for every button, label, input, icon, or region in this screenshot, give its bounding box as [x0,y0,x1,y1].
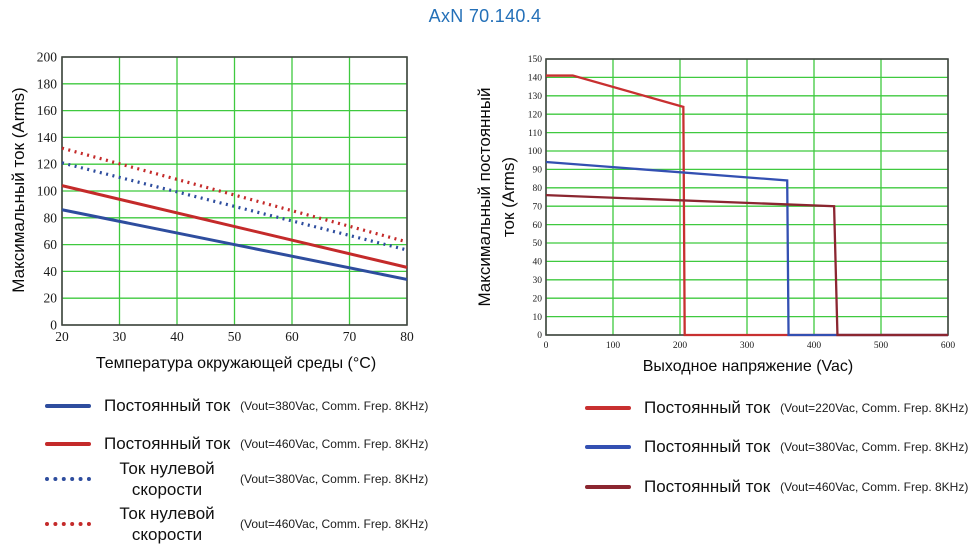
series-line [61,161,408,252]
y-axis-tick-label: 100 [528,147,543,157]
legend-detail: (Vout=380Vac, Comm. Frep. 8KHz) [240,399,429,413]
y-axis-tick-label: 0 [50,318,57,333]
legend-detail: (Vout=380Vac, Comm. Frep. 8KHz) [780,440,969,454]
legend-item: Постоянный ток (Vout=460Vac, Comm. Frep.… [45,434,428,454]
y-axis-tick-label: 60 [533,221,543,231]
x-axis-tick-label: 60 [285,329,299,344]
legend-swatch-blue-solid-line [585,445,631,449]
y-axis-tick-label: 80 [44,210,58,225]
legend-item: Ток нулевой скорости (Vout=380Vac, Comm.… [45,458,428,500]
y-axis-tick-label: 130 [528,92,543,102]
series-line [61,184,408,269]
x-axis-tick-label: 300 [740,341,755,351]
legend-detail: (Vout=460Vac, Comm. Frep. 8KHz) [780,480,969,494]
y-axis-tick-label: 40 [44,264,58,279]
x-axis-tick-label: 20 [55,329,69,344]
x-axis-tick-label: 30 [113,329,127,344]
y-axis-tick-label: 90 [533,166,543,176]
y-axis-tick-label: 50 [533,239,543,249]
y-axis-tick-label: 180 [37,76,58,91]
x-axis-tick-label: 50 [228,329,242,344]
legend-detail: (Vout=460Vac, Comm. Frep. 8KHz) [240,517,429,531]
y-axis-tick-label: 120 [528,110,543,120]
x-axis-tick-label: 70 [343,329,357,344]
right-chart-x-axis-title: Выходное напряжение (Vac) [642,358,854,375]
y-axis-tick-label: 140 [528,74,543,84]
y-axis-tick-label: 80 [533,184,543,194]
legend-label: Ток нулевой скорости [119,504,215,544]
y-axis-tick-label: 120 [37,157,58,172]
legend-swatch-blue-dotted-line [45,477,91,481]
y-axis-tick-label: 30 [533,276,543,286]
legend-item: Постоянный ток (Vout=380Vac, Comm. Frep.… [45,396,428,416]
x-axis-tick-label: 100 [606,341,621,351]
y-axis-tick-label: 40 [533,258,543,268]
plot-border [61,56,408,326]
legend-detail: (Vout=380Vac, Comm. Frep. 8KHz) [240,472,429,486]
x-axis-tick-label: 80 [400,329,414,344]
left-chart-y-axis-title: Максимальный ток (Arms) [9,87,28,293]
legend-item: Постоянный ток (Vout=460Vac, Comm. Frep.… [585,477,968,497]
right-chart-y-axis-title-line1: Максимальный постоянный [475,87,494,307]
x-axis-tick-label: 500 [874,341,889,351]
y-axis-tick-label: 20 [533,294,543,304]
legend-label: Ток нулевой скорости [119,459,215,499]
y-axis-tick-label: 70 [533,202,543,212]
x-axis-tick-label: 0 [544,341,549,351]
legend-detail: (Vout=460Vac, Comm. Frep. 8KHz) [240,437,429,451]
x-axis-tick-label: 400 [807,341,822,351]
legend-item: Постоянный ток (Vout=220Vac, Comm. Frep.… [585,398,968,418]
legend-swatch-red-solid-line [45,442,91,446]
y-axis-tick-label: 100 [37,184,58,199]
y-axis-tick-label: 200 [37,50,58,65]
legend-swatch-dark-red-solid-line [585,485,631,489]
legend-label: Постоянный ток [644,398,771,417]
x-axis-tick-label: 40 [170,329,184,344]
series-line [545,194,948,337]
legend-label: Постоянный ток [104,396,231,415]
page-title: AxN 70.140.4 [428,6,542,26]
y-axis-tick-label: 140 [37,130,58,145]
right-chart-y-axis-title: Максимальный постоянный ток (Arms) [473,52,521,342]
legend-swatch-red-dotted-line [45,522,91,526]
legend-detail: (Vout=220Vac, Comm. Frep. 8KHz) [780,401,969,415]
y-axis-tick-label: 150 [528,55,543,65]
legend-swatch-blue-solid-line [45,404,91,408]
legend-item: Постоянный ток (Vout=380Vac, Comm. Frep.… [585,437,968,457]
y-axis-tick-label: 0 [537,331,542,341]
x-axis-tick-label: 200 [673,341,688,351]
series-line [61,146,408,244]
series-line [61,208,408,281]
y-axis-tick-label: 10 [533,313,543,323]
legend-swatch-red-solid-line [585,406,631,410]
legend-label: Постоянный ток [644,477,771,496]
right-chart-y-axis-title-line2: ток (Arms) [499,156,518,238]
x-axis-tick-label: 600 [941,341,956,351]
y-axis-tick-label: 20 [44,291,58,306]
left-chart-x-axis-title: Температура окружающей среды (°C) [95,355,377,372]
y-axis-tick-label: 160 [37,103,58,118]
y-axis-tick-label: 110 [528,129,542,139]
legend-item: Ток нулевой скорости (Vout=460Vac, Comm.… [45,503,428,545]
y-axis-tick-label: 60 [44,237,58,252]
legend-label: Постоянный ток [644,437,771,456]
series-line [546,74,948,337]
legend-label: Постоянный ток [104,434,231,453]
